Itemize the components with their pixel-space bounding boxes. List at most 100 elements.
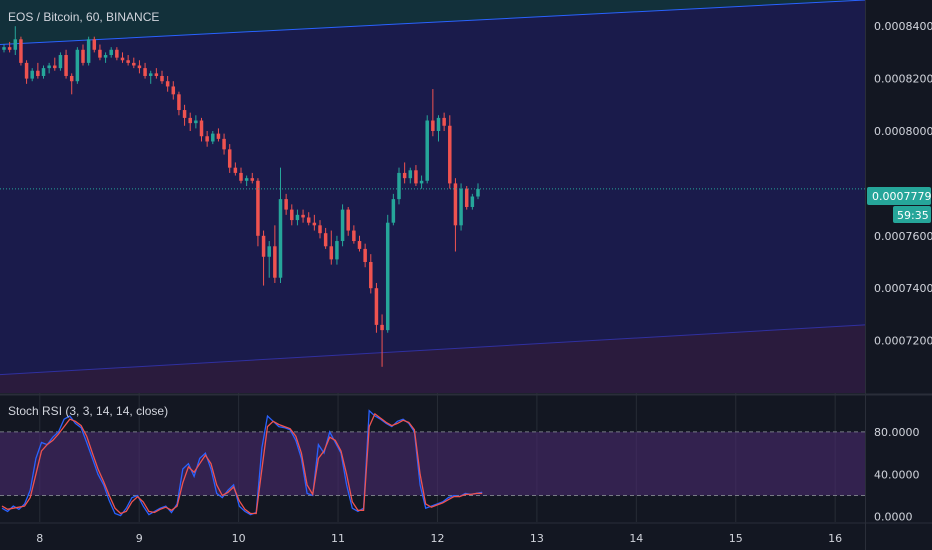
- candle[interactable]: [120, 52, 125, 63]
- candle[interactable]: [329, 230, 334, 265]
- candle[interactable]: [205, 131, 209, 147]
- candle[interactable]: [126, 55, 130, 66]
- candle[interactable]: [340, 204, 345, 247]
- candle[interactable]: [352, 225, 356, 244]
- candle[interactable]: [58, 52, 63, 71]
- candle[interactable]: [464, 186, 469, 210]
- candle[interactable]: [239, 167, 243, 184]
- candle[interactable]: [335, 235, 339, 265]
- candle[interactable]: [69, 73, 74, 95]
- candle-body: [476, 188, 480, 197]
- candle-body: [374, 288, 379, 325]
- candle[interactable]: [323, 227, 328, 249]
- candle[interactable]: [53, 57, 57, 71]
- candle[interactable]: [363, 243, 367, 268]
- candle[interactable]: [36, 62, 40, 79]
- candle[interactable]: [397, 167, 401, 205]
- candle[interactable]: [132, 57, 136, 69]
- candle[interactable]: [459, 183, 463, 231]
- time-tick-label: 13: [530, 532, 544, 545]
- candle[interactable]: [24, 60, 29, 84]
- candle[interactable]: [346, 206, 350, 236]
- candle[interactable]: [290, 204, 294, 226]
- candle[interactable]: [188, 112, 192, 131]
- candle[interactable]: [284, 193, 288, 215]
- candle[interactable]: [453, 178, 458, 252]
- candle[interactable]: [476, 183, 480, 200]
- candle-body: [431, 120, 435, 131]
- candle[interactable]: [182, 104, 187, 126]
- candle[interactable]: [448, 115, 452, 189]
- candle[interactable]: [301, 209, 305, 223]
- candle[interactable]: [227, 144, 232, 173]
- candle-body: [205, 136, 209, 142]
- candle-body: [402, 172, 407, 179]
- candle[interactable]: [402, 162, 407, 184]
- candle[interactable]: [369, 254, 373, 294]
- candle[interactable]: [295, 209, 300, 226]
- candle[interactable]: [148, 70, 153, 84]
- candle[interactable]: [261, 230, 266, 286]
- candle[interactable]: [250, 172, 255, 184]
- candle[interactable]: [431, 89, 435, 137]
- candle[interactable]: [408, 167, 413, 184]
- candle[interactable]: [244, 175, 249, 187]
- candle-body: [154, 73, 159, 76]
- candle[interactable]: [374, 282, 379, 333]
- candle[interactable]: [256, 178, 260, 247]
- candle[interactable]: [160, 70, 164, 84]
- candle-body: [103, 55, 108, 58]
- candle[interactable]: [357, 235, 362, 252]
- candle[interactable]: [211, 131, 215, 145]
- candle[interactable]: [194, 115, 198, 129]
- candle-body: [453, 183, 458, 226]
- candle[interactable]: [380, 314, 384, 367]
- candle[interactable]: [143, 62, 147, 79]
- candle[interactable]: [177, 91, 181, 116]
- candle[interactable]: [154, 68, 159, 79]
- candle[interactable]: [442, 112, 446, 131]
- candle[interactable]: [98, 44, 102, 61]
- candle[interactable]: [137, 60, 142, 74]
- candle[interactable]: [64, 49, 68, 79]
- candle[interactable]: [115, 47, 119, 61]
- candles-layer[interactable]: [2, 26, 480, 367]
- candle[interactable]: [233, 162, 238, 176]
- candle[interactable]: [86, 36, 91, 66]
- candle[interactable]: [75, 47, 80, 84]
- candle[interactable]: [13, 26, 18, 56]
- candle[interactable]: [267, 241, 271, 278]
- candle[interactable]: [470, 193, 475, 210]
- candle-body: [278, 199, 283, 278]
- candle[interactable]: [312, 214, 317, 231]
- candle[interactable]: [318, 220, 322, 239]
- candle-body: [126, 60, 130, 63]
- candle[interactable]: [7, 41, 12, 53]
- candle[interactable]: [109, 47, 113, 58]
- candle[interactable]: [165, 75, 170, 92]
- candle[interactable]: [92, 36, 97, 53]
- candle[interactable]: [19, 36, 23, 66]
- candle[interactable]: [436, 115, 441, 142]
- candle[interactable]: [199, 117, 204, 142]
- candle[interactable]: [414, 165, 418, 187]
- candle[interactable]: [216, 128, 221, 142]
- candle[interactable]: [2, 44, 6, 53]
- candle[interactable]: [273, 225, 277, 283]
- candle[interactable]: [103, 52, 108, 63]
- candle[interactable]: [306, 212, 311, 226]
- candle[interactable]: [278, 167, 283, 283]
- candle[interactable]: [81, 44, 85, 66]
- candle[interactable]: [222, 133, 226, 155]
- candle[interactable]: [419, 175, 424, 189]
- candle[interactable]: [385, 214, 390, 333]
- candle[interactable]: [47, 62, 51, 74]
- price-tick-label: 0.0007200: [874, 335, 932, 348]
- candle-body: [357, 241, 362, 249]
- candle[interactable]: [391, 193, 396, 226]
- candle[interactable]: [171, 81, 176, 100]
- candle[interactable]: [425, 115, 429, 184]
- candle[interactable]: [30, 68, 34, 82]
- candle[interactable]: [41, 65, 46, 79]
